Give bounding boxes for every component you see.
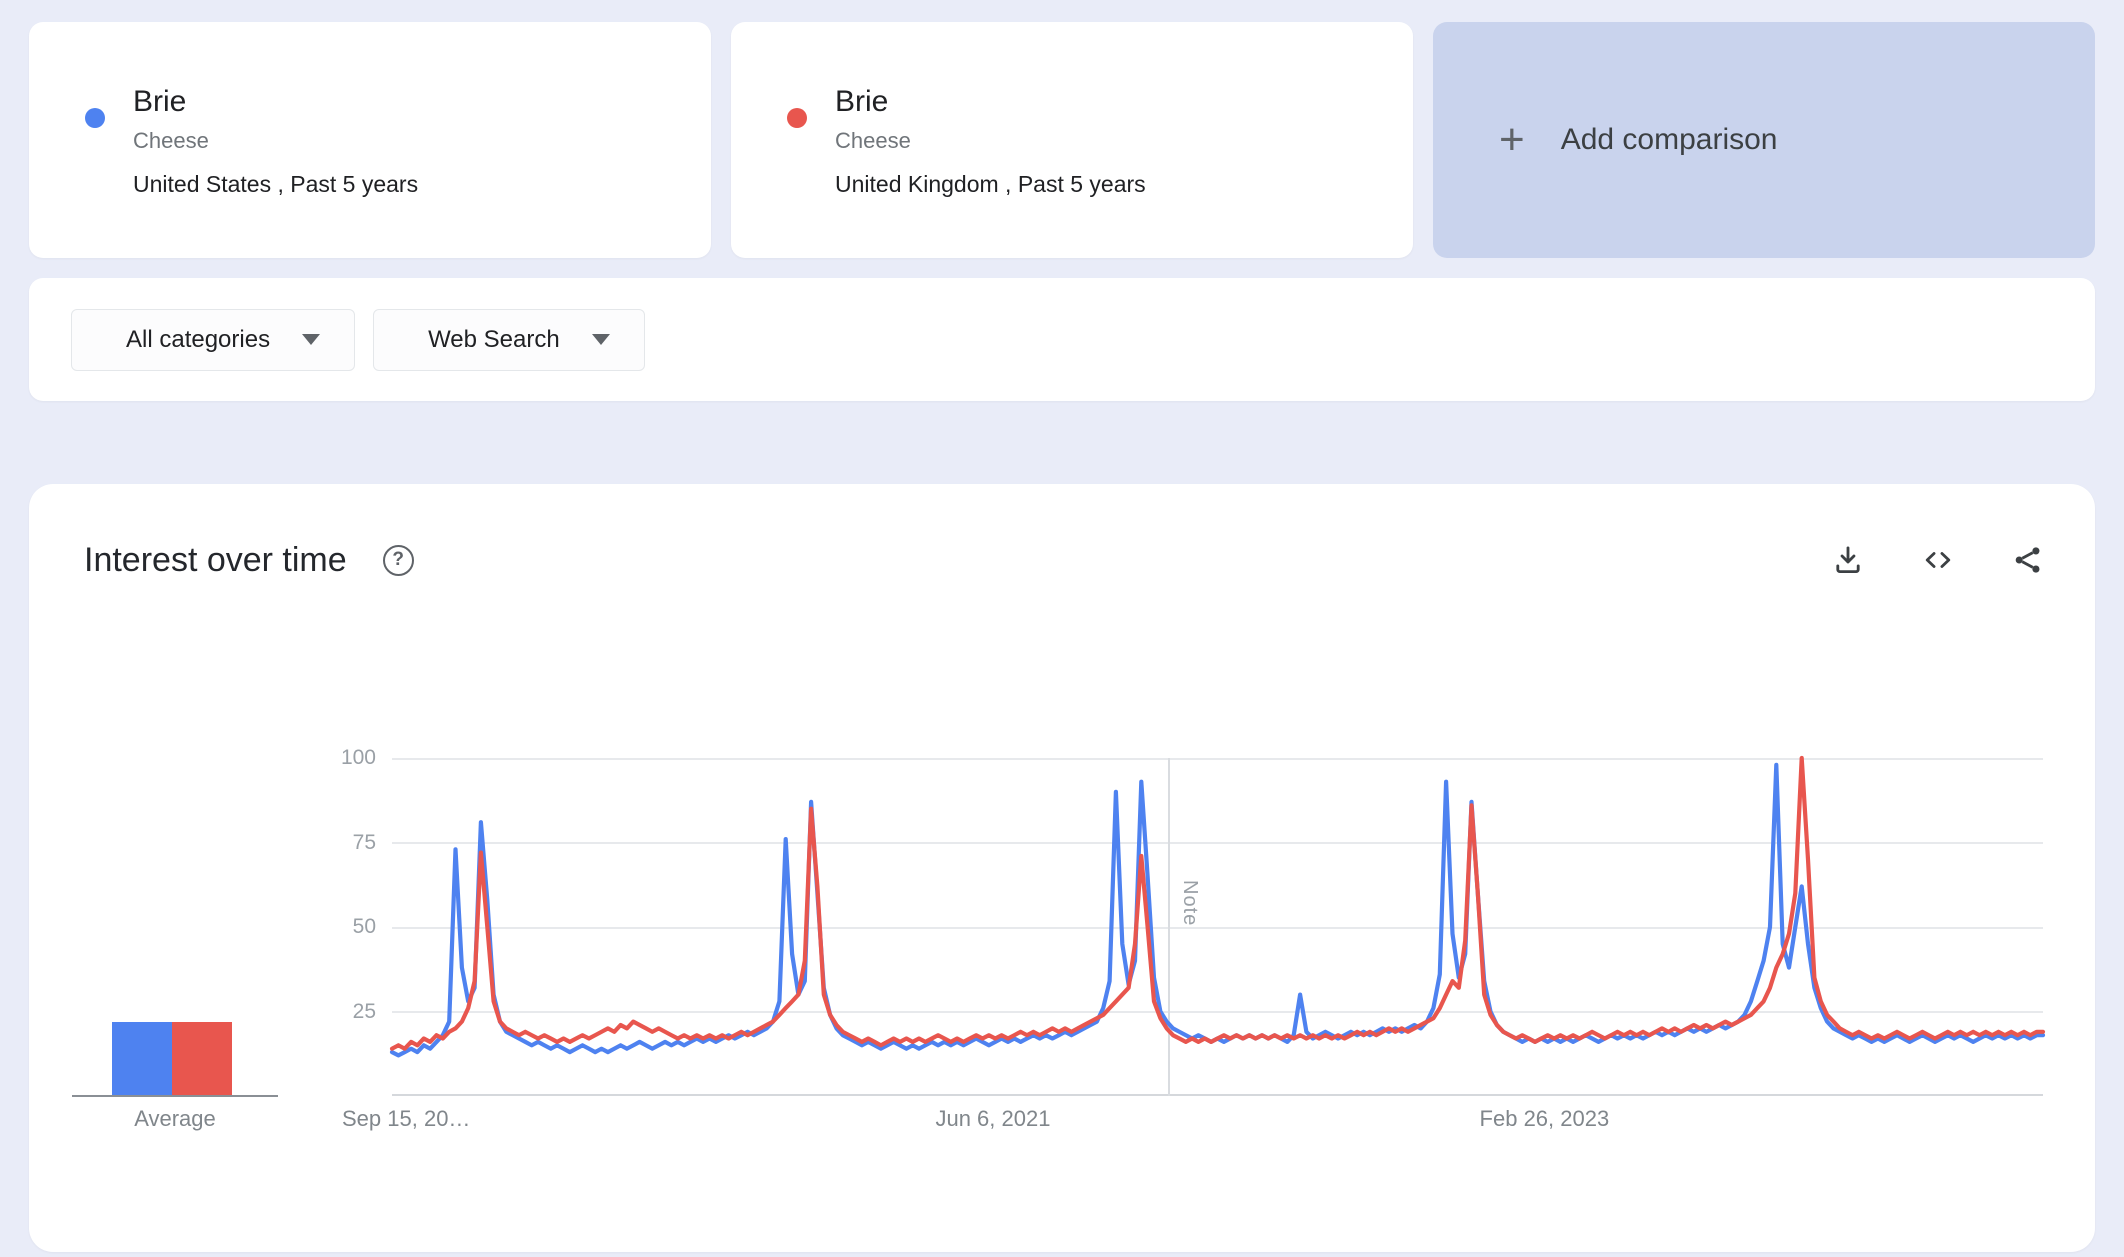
- gridlines: [392, 758, 2043, 1096]
- term-card-text: Brie Cheese United Kingdom , Past 5 year…: [835, 84, 1146, 258]
- average-bars: [112, 1021, 232, 1096]
- y-tick-label: 50: [352, 915, 376, 938]
- chevron-down-icon: [591, 334, 610, 345]
- average-panel: Average: [72, 758, 330, 1131]
- chart-actions: [1831, 543, 2045, 577]
- note-marker-line[interactable]: [1167, 758, 1170, 1096]
- help-icon[interactable]: ?: [382, 544, 414, 576]
- share-icon[interactable]: [2011, 543, 2045, 577]
- y-tick-label: 100: [340, 746, 376, 769]
- add-comparison-button[interactable]: + Add comparison: [1433, 22, 2095, 258]
- average-axis-line: [72, 1095, 278, 1097]
- x-tick-label: Sep 15, 20…: [342, 1106, 471, 1131]
- term-title: Brie: [835, 85, 889, 118]
- x-axis-line: [392, 1094, 2043, 1096]
- average-bar-united-states[interactable]: [112, 1021, 172, 1096]
- term-subtitle: Cheese: [835, 128, 911, 153]
- chart-title: Interest over time: [84, 540, 347, 579]
- term-scope: United Kingdom , Past 5 years: [835, 171, 1146, 197]
- term-card-text: Brie Cheese United States , Past 5 years: [133, 84, 418, 258]
- series-dot-blue-icon: [85, 108, 105, 128]
- x-tick-label: Feb 26, 2023: [1479, 1106, 1610, 1131]
- search-type-dropdown-label: Web Search: [428, 325, 560, 353]
- chart-header: Interest over time ?: [84, 538, 2045, 582]
- help-glyph: ?: [392, 549, 404, 570]
- y-axis-labels: 25 50 75 100: [306, 746, 376, 1096]
- term-card-united-states[interactable]: Brie Cheese United States , Past 5 years: [29, 22, 711, 258]
- average-bar-united-kingdom[interactable]: [172, 1021, 232, 1096]
- chart-body: Average 25 50 75 100 Note Sep 15, 20… Jun 6,…: [72, 746, 2046, 1131]
- term-card-united-kingdom[interactable]: Brie Cheese United Kingdom , Past 5 year…: [731, 22, 1413, 258]
- average-label: Average: [134, 1106, 216, 1131]
- add-comparison-label: Add comparison: [1560, 123, 1778, 156]
- embed-code-icon[interactable]: [1921, 543, 1955, 577]
- comparison-row: Brie Cheese United States , Past 5 years…: [29, 22, 2095, 258]
- y-tick-label: 25: [352, 999, 376, 1023]
- x-tick-label: Jun 6, 2021: [935, 1106, 1051, 1131]
- series-dot-red-icon: [787, 108, 807, 128]
- download-icon[interactable]: [1831, 543, 1865, 577]
- filter-bar: All categories Web Search: [29, 278, 2095, 401]
- note-marker-label[interactable]: Note: [1178, 879, 1201, 926]
- search-type-dropdown[interactable]: Web Search: [373, 308, 645, 371]
- term-subtitle: Cheese: [133, 128, 209, 153]
- category-dropdown[interactable]: All categories: [71, 308, 356, 371]
- trend-lines-svg: [389, 755, 2046, 1058]
- interest-over-time-card: Interest over time ?: [29, 484, 2095, 1252]
- trend-line-1[interactable]: [389, 755, 2046, 1051]
- y-tick-label: 75: [352, 830, 376, 854]
- term-title: Brie: [133, 85, 187, 118]
- trend-line-0[interactable]: [389, 762, 2046, 1058]
- chevron-down-icon: [302, 334, 321, 345]
- category-dropdown-label: All categories: [126, 325, 271, 353]
- term-scope: United States , Past 5 years: [133, 171, 419, 197]
- plus-icon: +: [1499, 115, 1525, 164]
- x-axis-labels: Sep 15, 20… Jun 6, 2021 Feb 26, 2023: [342, 1106, 2043, 1136]
- trend-plot[interactable]: 25 50 75 100 Note Sep 15, 20… Jun 6, 2021 Feb…: [341, 746, 2046, 1131]
